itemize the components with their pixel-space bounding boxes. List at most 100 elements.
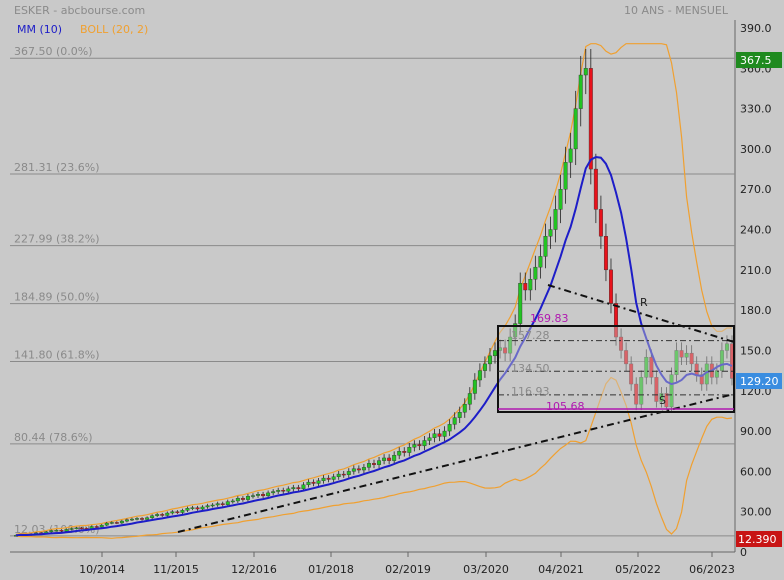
annotation-low: 105.68 [546,400,585,413]
resistance-trendline [547,284,735,343]
candle-body-94 [488,355,492,365]
candle-body-134 [689,352,694,365]
candle-body-81 [422,440,427,447]
candle-body-132 [679,350,684,358]
y-axis-ticks: 390.0360.0330.0300.0270.0240.0210.0180.0… [740,22,772,559]
candle-body-78 [407,447,412,453]
x-tick-label-3: 01/2018 [308,563,354,576]
candle-body-97 [503,347,508,354]
candle-body-28 [155,514,160,516]
candle-body-48 [256,494,260,496]
support-trendline [177,393,735,533]
candle-body-120 [619,336,624,351]
candle-body-7 [49,530,54,533]
candle-body-80 [417,444,422,447]
candle-body-107 [553,209,558,230]
candle-body-84 [437,433,442,437]
candle-body-111 [573,108,578,150]
candle-body-86 [447,424,452,432]
candle-body-66 [346,471,351,475]
fib-label-3: 184.89 (50.0%) [14,291,100,304]
candle-body-83 [432,433,437,438]
candle-body-32 [175,511,180,513]
candle-body-119 [614,303,618,338]
candle-body-12 [74,527,79,530]
x-tick-label-8: 06/2023 [689,563,735,576]
candle-body-16 [94,526,99,528]
y-tick-label-10: 90.00 [740,425,772,438]
candle-body-62 [326,477,331,480]
candle-body-95 [493,350,497,357]
candle-body-39 [210,504,215,507]
candle-body-77 [402,451,407,453]
candle-body-99 [513,323,518,338]
candle-body-105 [543,236,548,257]
fib-label-5: 80.44 (78.6%) [14,431,93,444]
candle-body-104 [538,256,543,268]
candle-body-106 [548,229,553,237]
candle-body-34 [185,508,190,511]
candle-body-22 [124,519,129,522]
candle-body-51 [271,491,276,494]
candle-body-129 [664,393,669,408]
annotation-high: 169.83 [530,312,569,325]
legend-mm: MM (10) [17,23,62,36]
candle-body-116 [598,209,603,237]
last-price-badge-text: 129.20 [740,375,779,388]
fib-label-2: 227.99 (38.2%) [14,233,100,246]
candle-body-89 [462,404,467,413]
y-tick-label-12: 30.00 [740,506,772,519]
box-level-low-label: 116.93 [511,385,550,398]
candle-body-31 [170,511,175,514]
legend-boll: BOLL (20, 2) [80,23,148,36]
candle-body-11 [69,528,74,530]
candle-body-25 [140,518,145,520]
candle-body-40 [215,503,220,506]
candle-body-41 [220,503,225,505]
candle-body-114 [588,68,593,170]
candle-body-67 [351,468,356,472]
candle-body-37 [200,506,205,510]
candle-body-23 [130,518,134,521]
candle-body-46 [245,496,250,500]
candle-body-45 [240,498,245,500]
x-tick-label-7: 05/2022 [615,563,661,576]
candle-body-29 [160,514,165,516]
fib-label-0: 367.50 (0.0%) [14,45,93,58]
y-tick-label-6: 210.0 [740,264,772,277]
candle-body-54 [286,488,291,492]
candle-body-117 [603,236,608,271]
candle-body-73 [382,457,387,461]
x-tick-label-5: 03/2020 [463,563,509,576]
candle-body-30 [165,512,170,516]
y-tick-label-3: 300.0 [740,143,772,156]
candle-body-42 [225,501,230,505]
candle-body-103 [533,266,538,280]
candle-body-70 [366,463,371,468]
x-tick-label-1: 11/2015 [153,563,199,576]
support-label: S [659,394,666,407]
x-tick-label-2: 12/2016 [231,563,277,576]
candle-body-110 [568,148,573,163]
candle-body-98 [508,336,513,354]
candle-body-20 [114,522,119,524]
candle-body-101 [523,283,528,291]
resistance-label: R [640,296,648,309]
candle-body-139 [714,370,719,378]
candle-body-72 [377,460,382,465]
candle-body-121 [624,350,629,365]
candle-body-19 [109,522,114,524]
moving-average-series [15,155,733,537]
candle-body-122 [629,363,634,385]
candle-body-87 [452,417,457,425]
candle-body-35 [190,507,195,509]
candle-body-38 [205,505,210,508]
y-tick-label-4: 270.0 [740,183,772,196]
y-tick-label-8: 150.0 [740,344,772,357]
box-levels [498,340,734,396]
candle-body-126 [649,356,654,378]
candle-body-125 [644,356,649,378]
candle-body-63 [331,476,336,480]
candle-body-71 [372,463,376,465]
